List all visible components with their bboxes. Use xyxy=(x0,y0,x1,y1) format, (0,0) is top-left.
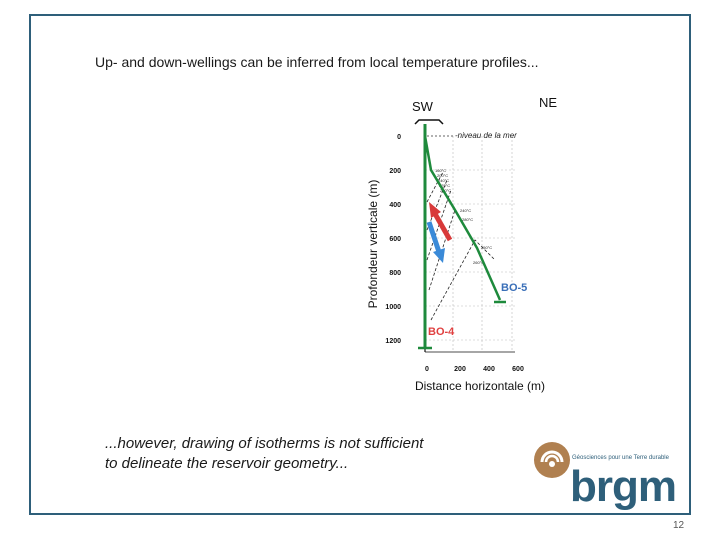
logo-wordmark: brgm xyxy=(570,462,677,511)
x-tick-0: 0 xyxy=(425,366,429,373)
y-tick-200: 200 xyxy=(389,168,401,175)
label-ne: NE xyxy=(539,95,557,110)
x-tick-200: 200 xyxy=(454,366,466,373)
y-axis-label: Profondeur verticale (m) xyxy=(366,180,380,309)
well-label-bo4: BO-4 xyxy=(428,326,455,338)
note-line-2: to delineate the reservoir geometry... xyxy=(105,455,349,472)
slide-frame xyxy=(29,14,691,515)
y-tick-1200: 1200 xyxy=(385,338,401,345)
slide-title: Up- and down-wellings can be inferred fr… xyxy=(95,54,539,70)
brgm-logo-swirl-icon xyxy=(534,442,570,478)
y-tick-800: 800 xyxy=(389,270,401,277)
surface-bracket xyxy=(414,119,444,125)
sea-level-label: -niveau de la mer xyxy=(455,131,517,140)
y-tick-600: 600 xyxy=(389,236,401,243)
y-tick-1000: 1000 xyxy=(385,304,401,311)
downwelling-arrow xyxy=(426,221,445,263)
label-sw: SW xyxy=(412,99,434,114)
isotherm-label-8: 250°C xyxy=(481,245,492,250)
isotherm-label-1: 160°C xyxy=(435,168,446,173)
isotherm-label-9: 260°C xyxy=(473,260,484,265)
y-tick-400: 400 xyxy=(389,202,401,209)
isotherm-label-2: 200°C xyxy=(437,173,448,178)
temperature-profile-figure: SW NE -niveau de la mer 0 200 400 600 80… xyxy=(366,95,557,393)
well-bo5-trace xyxy=(423,135,502,301)
isotherm-label-6: 240°C xyxy=(460,208,471,213)
y-tick-0: 0 xyxy=(397,134,401,141)
isotherm-label-7: 280°C xyxy=(462,217,473,222)
isotherm-label-5: 280°C xyxy=(440,188,451,193)
plot-area xyxy=(424,130,515,353)
isotherm-label-4: 270°C xyxy=(439,183,450,188)
isotherm-label-3: 240°C xyxy=(438,178,449,183)
x-axis-label: Distance horizontale (m) xyxy=(415,379,545,393)
upwelling-arrow xyxy=(429,202,453,242)
slide-note: ...however, drawing of isotherms is not … xyxy=(105,434,423,474)
x-tick-400: 400 xyxy=(483,366,495,373)
note-line-1: ...however, drawing of isotherms is not … xyxy=(105,435,424,452)
logo-tagline: Géosciences pour une Terre durable xyxy=(572,455,669,461)
slide-number: 12 xyxy=(673,520,685,531)
well-label-bo5: BO-5 xyxy=(501,282,527,294)
x-tick-600: 600 xyxy=(512,366,524,373)
